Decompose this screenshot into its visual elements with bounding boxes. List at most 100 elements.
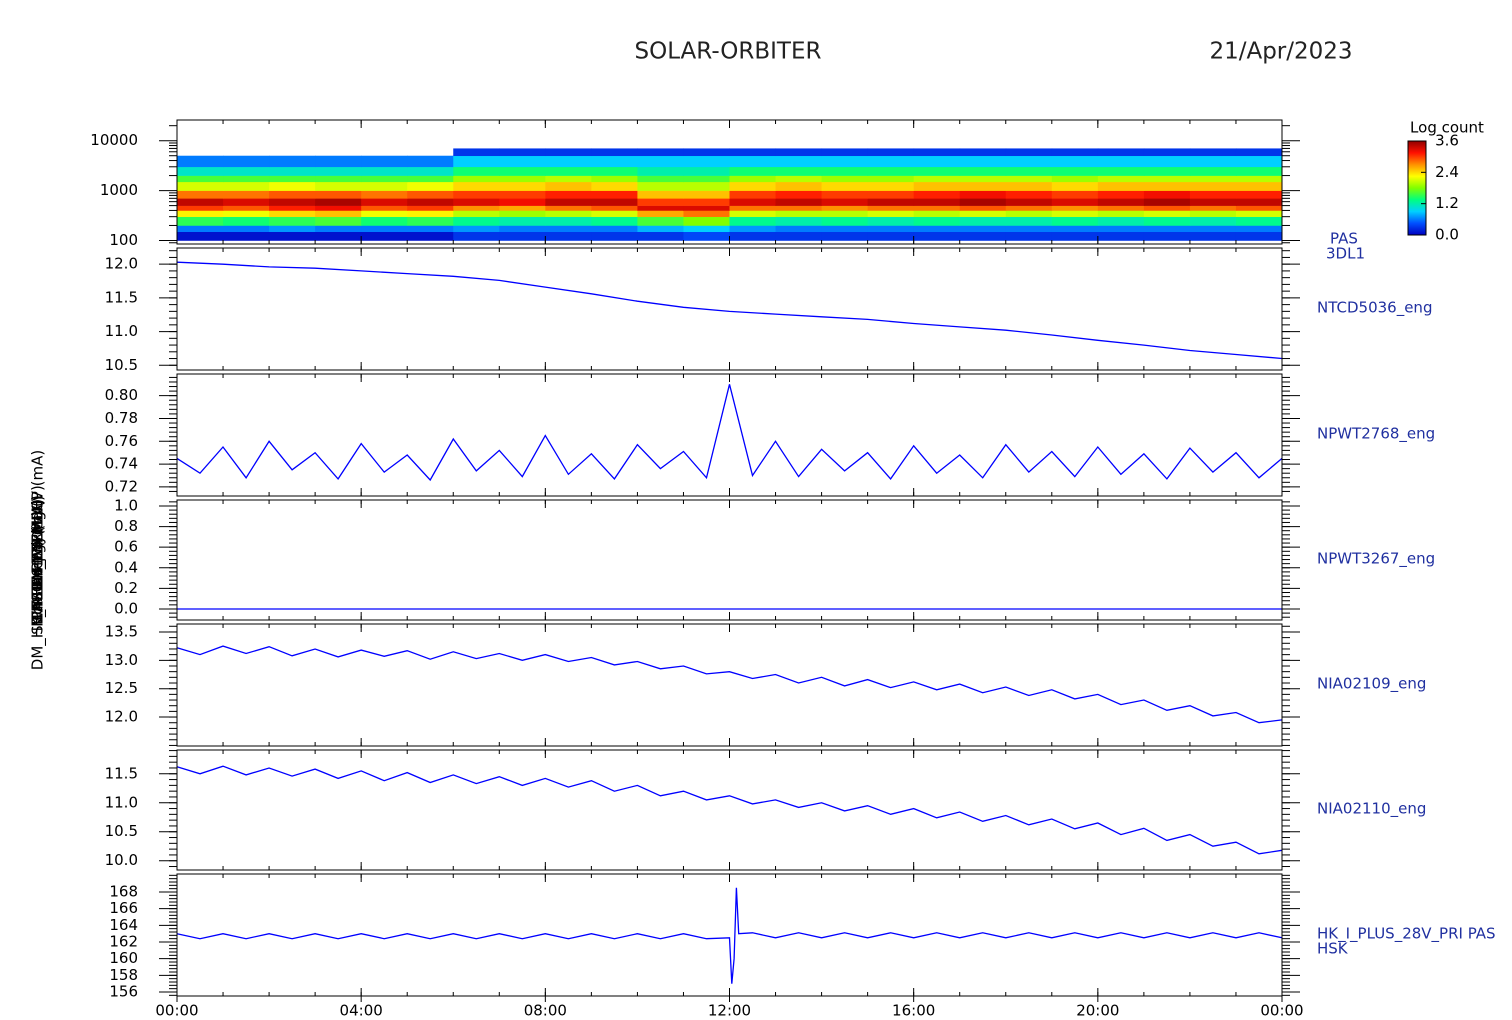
heat-cell [683, 155, 730, 168]
heat-cell [867, 210, 915, 217]
line-series [176, 384, 1283, 482]
heat-cell [1097, 181, 1145, 191]
heat-cell [1051, 225, 1099, 232]
heat-cell [453, 231, 500, 241]
heat-cell [499, 155, 546, 168]
panel: 10.5 11.0 11.5 12.0 NTCD5036_eng [105, 247, 1432, 374]
heat-cell [1097, 166, 1145, 176]
heat-cell [545, 166, 592, 176]
heat-cell [637, 210, 684, 217]
heat-cell [499, 216, 546, 226]
heat-cell [269, 181, 316, 191]
heat-cell [683, 216, 730, 226]
heat-cell [177, 190, 224, 199]
colorbar-tick-label: 0.0 [1435, 226, 1459, 244]
y-tick-label: 11.5 [105, 288, 138, 306]
heat-cell [821, 210, 869, 217]
heat-cell [269, 231, 316, 241]
heat-cell [361, 231, 408, 241]
heat-cell [453, 148, 500, 157]
y-tick-label: 0.76 [105, 432, 138, 450]
heat-cell [1189, 198, 1237, 206]
y-axis-label: THERM_C5 (mA) [29, 499, 48, 622]
heat-cell [1051, 205, 1099, 211]
heat-cell [407, 155, 454, 168]
y-tick-label: 166 [109, 899, 138, 917]
heat-cell [407, 181, 454, 191]
heat-cell [591, 216, 638, 226]
panel-frame [176, 247, 1283, 371]
y-tick-label: 0.6 [114, 538, 138, 556]
heat-cell [1005, 216, 1053, 226]
heat-cell [1189, 216, 1237, 226]
heat-cell [545, 190, 592, 199]
panel-frame [176, 873, 1283, 997]
heat-cell [775, 216, 823, 226]
heat-cell [177, 205, 224, 211]
heat-cell [683, 175, 730, 183]
heat-cell [913, 216, 961, 226]
panel: 12.0 12.5 13.0 13.5 NIA02109_eng [105, 622, 1426, 747]
heat-cell [591, 210, 638, 217]
heat-cell [591, 205, 638, 211]
heat-cell [1051, 210, 1099, 217]
panel-label: NTCD5036_eng [1317, 299, 1432, 318]
heat-cell [361, 190, 408, 199]
heat-cell [1189, 148, 1237, 157]
heat-cell [453, 216, 500, 226]
heat-cell [1005, 155, 1053, 168]
heat-cell [1235, 190, 1283, 199]
heat-cell [1143, 225, 1191, 232]
heat-cell [775, 181, 823, 191]
heat-cell [361, 198, 408, 206]
heat-cell [315, 225, 362, 232]
y-tick-label: 1000 [100, 181, 138, 199]
y-tick-label: 0.4 [114, 558, 138, 576]
heat-cell [821, 155, 869, 168]
heat-cell [775, 205, 823, 211]
panel-label: NIA02109_eng [1317, 675, 1426, 694]
line-series [176, 261, 1283, 360]
heat-cell [821, 166, 869, 176]
heat-cell [637, 175, 684, 183]
heat-cell [545, 216, 592, 226]
y-tick-label: 0.0 [114, 599, 138, 617]
heat-cell [729, 148, 777, 157]
y-tick-label: 10.5 [105, 822, 138, 840]
x-tick-label: 12:00 [708, 1002, 751, 1020]
y-tick-label: 11.0 [105, 793, 138, 811]
panel-label: NPWT2768_eng [1317, 425, 1435, 444]
line-series [176, 887, 1283, 984]
heat-cell [269, 198, 316, 206]
heat-cell [177, 166, 224, 176]
heat-cell [913, 205, 961, 211]
heat-cell [867, 148, 915, 157]
heat-cell [545, 210, 592, 217]
heat-cell [775, 231, 823, 241]
heat-cell [683, 166, 730, 176]
y-tick-label: 11.0 [105, 322, 138, 340]
y-axis-label: SWA-EAS1 TEMP (V) [29, 485, 47, 635]
heat-cell [913, 166, 961, 176]
heat-cell [177, 155, 224, 168]
heat-cell [545, 181, 592, 191]
heat-cell [729, 225, 777, 232]
heat-cell [913, 190, 961, 199]
chart-title: SOLAR-ORBITER [635, 39, 822, 65]
heat-cell [683, 181, 730, 191]
heat-cell [867, 231, 915, 241]
heat-cell [821, 175, 869, 183]
y-tick-label: 0.78 [105, 409, 138, 427]
heat-cell [775, 155, 823, 168]
heat-cell [1005, 210, 1053, 217]
heat-cell [1005, 181, 1053, 191]
heat-cell [959, 231, 1007, 241]
heat-cell [361, 175, 408, 183]
heat-cell [775, 148, 823, 157]
heat-cell [775, 190, 823, 199]
heat-cell [407, 190, 454, 199]
heat-cell [453, 198, 500, 206]
heat-cell [453, 210, 500, 217]
heat-cell [545, 175, 592, 183]
